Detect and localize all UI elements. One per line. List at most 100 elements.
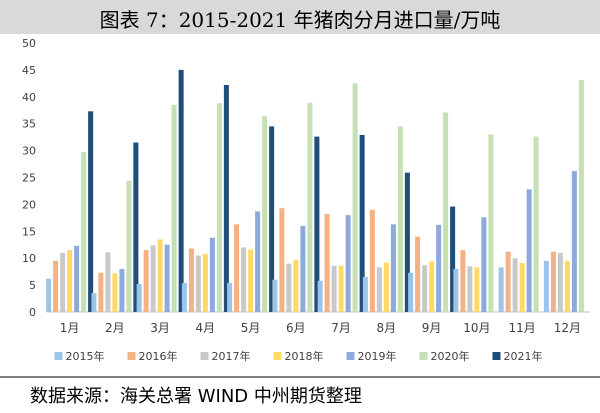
bar-2020年-4月 [216,103,222,312]
legend-label: 2017年 [212,349,251,363]
title-bar: 图表 7：2015-2021 年猪肉分月进口量/万吨 [0,0,600,34]
y-tick-label: 40 [22,91,36,104]
source-bar: 数据来源：海关总署 WIND 中州期货整理 [0,376,600,413]
bar-2019年-5月 [255,211,261,312]
y-tick-label: 0 [29,306,36,319]
bar-2020年-10月 [488,134,494,312]
bar-2015年-7月 [317,280,323,312]
bar-2018年-8月 [383,262,389,312]
y-tick-label: 20 [22,198,36,211]
legend-swatch [127,352,136,360]
bar-2016年-7月 [324,214,330,312]
bar-2019年-8月 [390,224,396,312]
bar-2016年-4月 [188,248,194,312]
x-tick-label: 5月 [241,321,261,335]
bar-2018年-7月 [338,265,344,312]
y-tick-label: 30 [22,145,36,158]
y-tick-label: 35 [22,118,36,131]
bar-2015年-4月 [181,282,187,312]
y-tick-label: 45 [22,64,36,77]
bar-2016年-3月 [143,250,149,312]
bar-2017年-12月 [557,252,563,312]
bar-2019年-2月 [119,268,125,312]
bar-2021年-8月 [404,172,410,312]
bar-2020年-3月 [171,104,177,313]
bar-2020年-11月 [533,136,539,312]
x-tick-label: 10月 [463,321,490,335]
legend-label: 2021年 [504,349,543,363]
bar-2018年-4月 [202,253,208,312]
bar-2018年-2月 [112,273,118,312]
bar-2020年-8月 [397,126,403,312]
bar-2017年-10月 [467,266,473,312]
x-tick-label: 11月 [508,321,535,335]
bar-2016年-12月 [550,251,556,312]
y-tick-label: 10 [22,252,36,265]
bar-2020年-6月 [307,102,313,312]
bar-2017年-7月 [331,265,337,312]
bar-2019年-9月 [436,224,442,312]
chart-title: 图表 7：2015-2021 年猪肉分月进口量/万吨 [99,8,501,32]
bar-2015年-11月 [498,267,504,312]
bar-2020年-7月 [352,83,358,312]
bar-2015年-12月 [543,260,549,312]
legend-label: 2018年 [285,349,324,363]
bar-2017年-2月 [105,252,111,312]
y-tick-label: 50 [22,37,36,50]
bar-2015年-3月 [136,284,142,312]
bar-2016年-10月 [460,250,466,312]
bar-2017年-8月 [376,267,382,312]
legend-swatch [346,352,355,360]
bar-2017年-1月 [60,252,66,312]
x-tick-label: 12月 [554,321,581,335]
x-tick-label: 6月 [286,321,306,335]
bar-2015年-1月 [46,278,52,312]
bar-2015年-8月 [362,277,368,312]
bar-2019年-1月 [74,245,80,312]
bar-2018年-3月 [157,239,163,312]
bar-2016年-5月 [234,224,240,312]
data-source: 数据来源：海关总署 WIND 中州期货整理 [30,386,362,407]
bar-2018年-11月 [519,263,525,312]
bar-2020年-9月 [443,112,449,312]
bar-2016年-6月 [279,208,285,312]
bar-2015年-5月 [227,282,233,312]
legend-swatch [273,352,282,360]
bar-2021年-9月 [450,206,456,312]
bar-2020年-2月 [126,180,132,312]
bar-2015年-9月 [408,272,414,312]
bar-2018年-6月 [293,259,299,312]
bar-2021年-3月 [178,69,184,313]
y-tick-label: 15 [22,225,36,238]
bar-2017年-3月 [150,245,156,312]
bar-2017年-6月 [286,263,292,312]
bar-2017年-5月 [241,247,247,312]
x-tick-label: 8月 [377,321,397,335]
bar-2018年-1月 [67,250,73,312]
x-tick-label: 7月 [331,321,351,335]
legend-swatch [200,352,209,360]
bar-2019年-10月 [481,217,487,312]
bar-2016年-1月 [53,260,59,312]
x-tick-label: 9月 [422,321,442,335]
legend-label: 2019年 [358,349,397,363]
bar-2018年-10月 [474,267,480,312]
bar-2019年-11月 [526,189,532,312]
bar-2019年-12月 [571,171,577,312]
bar-2016年-9月 [415,236,421,312]
bar-2019年-4月 [209,237,215,312]
bar-2017年-4月 [195,255,201,312]
bar-2021年-2月 [133,142,139,312]
bar-2018年-12月 [564,260,570,312]
x-tick-label: 3月 [150,321,170,335]
bar-2021年-4月 [223,84,229,312]
legend-swatch [54,352,63,360]
legend-swatch [492,352,501,360]
y-tick-label: 25 [22,172,36,185]
bar-2016年-2月 [98,272,104,312]
bar-2016年-11月 [505,251,511,312]
x-tick-label: 4月 [196,321,216,335]
bar-2018年-9月 [429,261,435,312]
x-tick-label: 2月 [105,321,125,335]
bar-2021年-1月 [88,111,94,313]
